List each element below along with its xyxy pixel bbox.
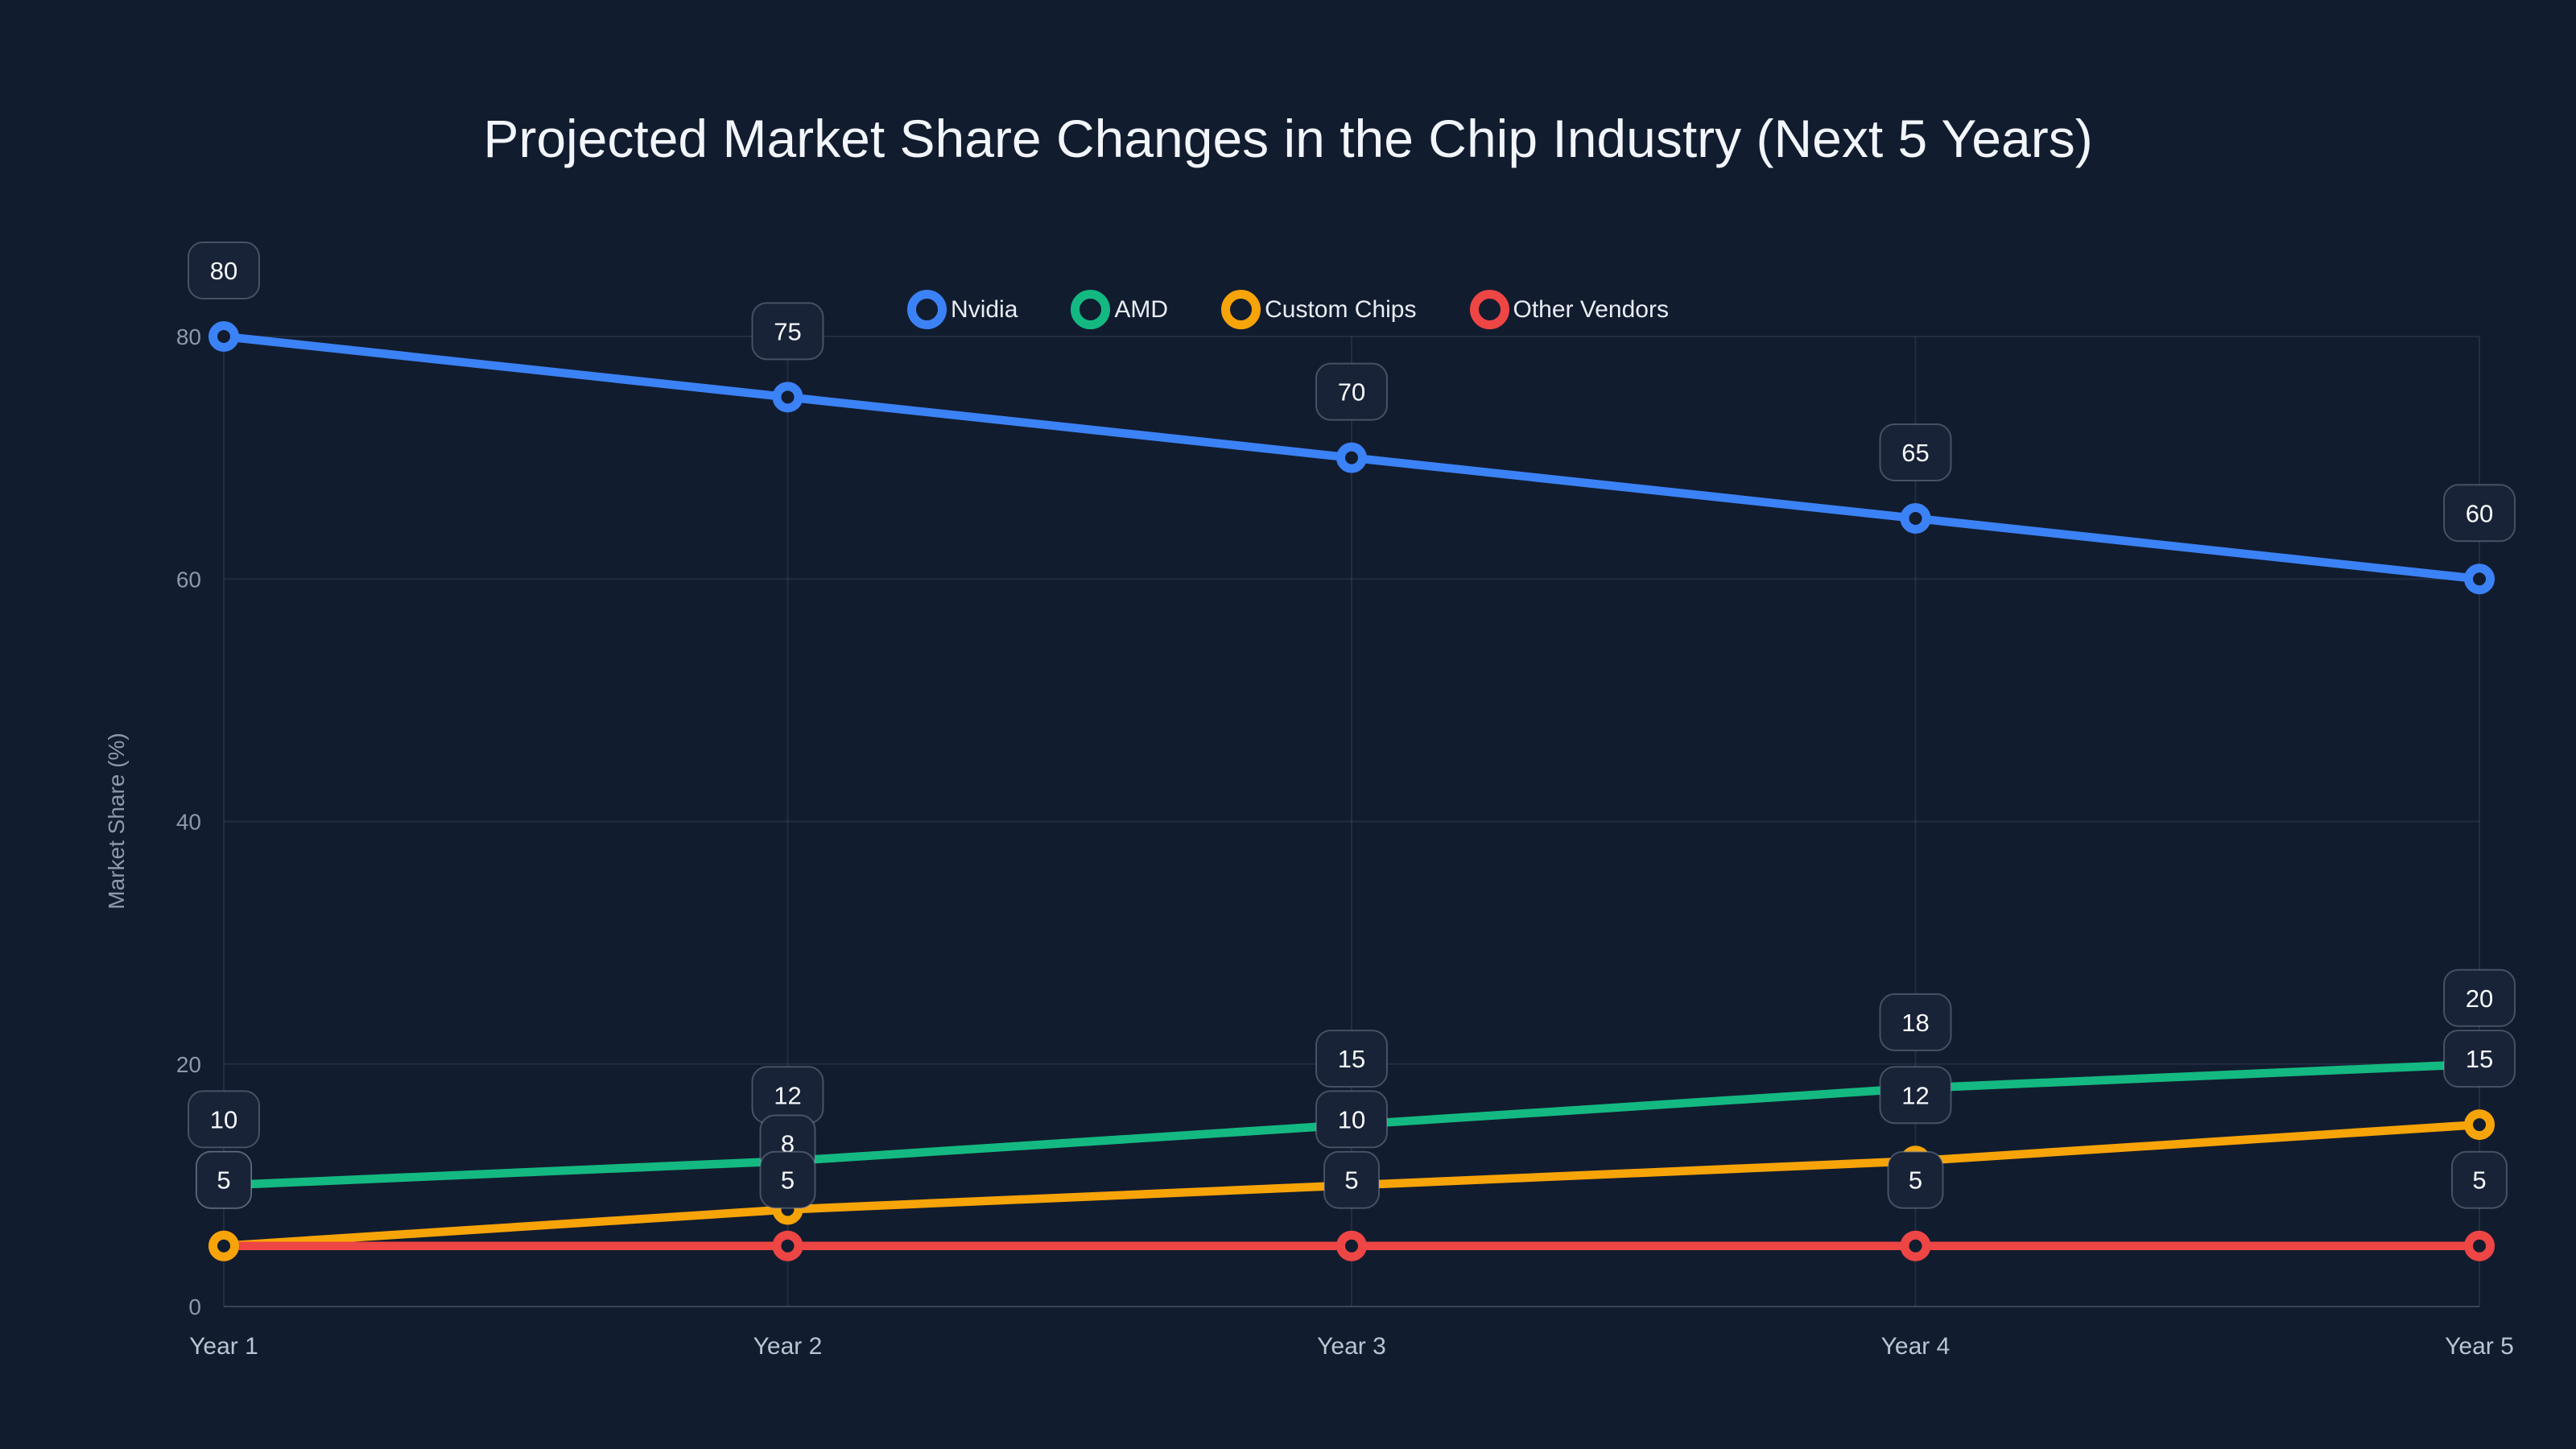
point-label-badge-custom-chips [1315,1090,1388,1149]
legend-ring-icon [1221,290,1261,329]
point-label-amd: 20 [2466,985,2493,1013]
point-label-nvidia: 75 [774,317,801,345]
marker-nvidia-year-2[interactable] [772,382,803,413]
marker-nvidia-year-3[interactable] [1336,442,1367,473]
legend-item-custom-chips[interactable]: Custom Chips [1221,290,1417,329]
point-label-badge-nvidia [188,242,260,299]
marker-nvidia-year-1[interactable] [208,321,239,352]
legend-label: Custom Chips [1265,295,1417,323]
point-label-other-vendors: 5 [1344,1166,1358,1195]
x-tick-label: Year 1 [189,1333,258,1360]
legend-label: AMD [1114,295,1169,323]
point-label-custom-chips: 12 [1901,1081,1929,1109]
legend-ring-icon [1469,290,1509,329]
y-tick-label: 60 [176,567,201,592]
point-label-badge-amd [1879,993,1952,1051]
marker-other-vendors-year-5[interactable] [2464,1230,2495,1261]
legend-label: Other Vendors [1513,295,1669,323]
point-label-nvidia: 80 [210,257,237,285]
legend-item-other-vendors[interactable]: Other Vendors [1469,290,1669,329]
point-label-amd: 18 [1901,1009,1929,1037]
point-label-badge-other-vendors [1323,1150,1380,1209]
point-label-badge-custom-chips [2443,1030,2516,1088]
point-label-amd: 10 [210,1105,237,1133]
point-label-badge-other-vendors [196,1150,252,1209]
point-label-amd: 15 [1338,1045,1365,1073]
point-label-badge-other-vendors [759,1150,816,1209]
point-label-nvidia: 60 [2466,499,2493,527]
point-label-badge-amd [1315,1030,1388,1088]
marker-other-vendors-year-2[interactable] [772,1230,803,1261]
point-label-nvidia: 65 [1901,439,1929,467]
marker-custom-chips-year-5[interactable] [2464,1109,2495,1141]
point-label-badge-other-vendors [2451,1150,2508,1209]
point-label-amd: 12 [774,1081,801,1109]
point-label-nvidia: 70 [1338,378,1365,407]
marker-other-vendors-year-4[interactable] [1900,1230,1931,1261]
legend-label: Nvidia [951,295,1018,323]
point-label-other-vendors: 5 [2472,1166,2486,1195]
chart-title: Projected Market Share Changes in the Ch… [483,109,2093,168]
x-tick-label: Year 4 [1881,1333,1951,1360]
point-label-badge-amd [2443,968,2516,1027]
legend-ring-icon [907,290,947,329]
x-tick-label: Year 3 [1317,1333,1386,1360]
point-label-other-vendors: 5 [781,1166,795,1195]
y-tick-label: 40 [176,810,201,835]
point-label-badge-amd [188,1090,260,1149]
x-tick-label: Year 5 [2445,1333,2514,1360]
chart-legend: Nvidia AMD Custom Chips Other Vendors [0,290,2576,329]
marker-custom-chips-year-1[interactable] [208,1230,239,1261]
point-label-custom-chips: 10 [1338,1105,1365,1133]
y-tick-label: 80 [176,324,201,349]
y-tick-label: 20 [176,1052,201,1077]
point-label-custom-chips: 8 [781,1130,795,1158]
point-label-badge-nvidia [751,302,824,361]
legend-ring-icon [1071,290,1111,329]
point-label-badge-custom-chips [1879,1066,1952,1125]
y-tick-label: 0 [188,1294,201,1319]
point-label-other-vendors: 5 [1909,1166,1922,1195]
legend-item-amd[interactable]: AMD [1071,290,1168,329]
point-label-other-vendors: 5 [217,1166,230,1195]
legend-item-nvidia[interactable]: Nvidia [907,290,1018,329]
marker-nvidia-year-4[interactable] [1900,502,1931,534]
point-label-badge-nvidia [1315,362,1388,421]
marker-nvidia-year-5[interactable] [2464,564,2495,595]
point-label-custom-chips: 15 [2466,1045,2493,1073]
point-label-badge-nvidia [2443,484,2516,543]
marker-other-vendors-year-3[interactable] [1336,1230,1367,1261]
x-tick-label: Year 2 [753,1333,823,1360]
point-label-badge-other-vendors [1887,1150,1944,1209]
point-label-badge-nvidia [1879,423,1952,481]
